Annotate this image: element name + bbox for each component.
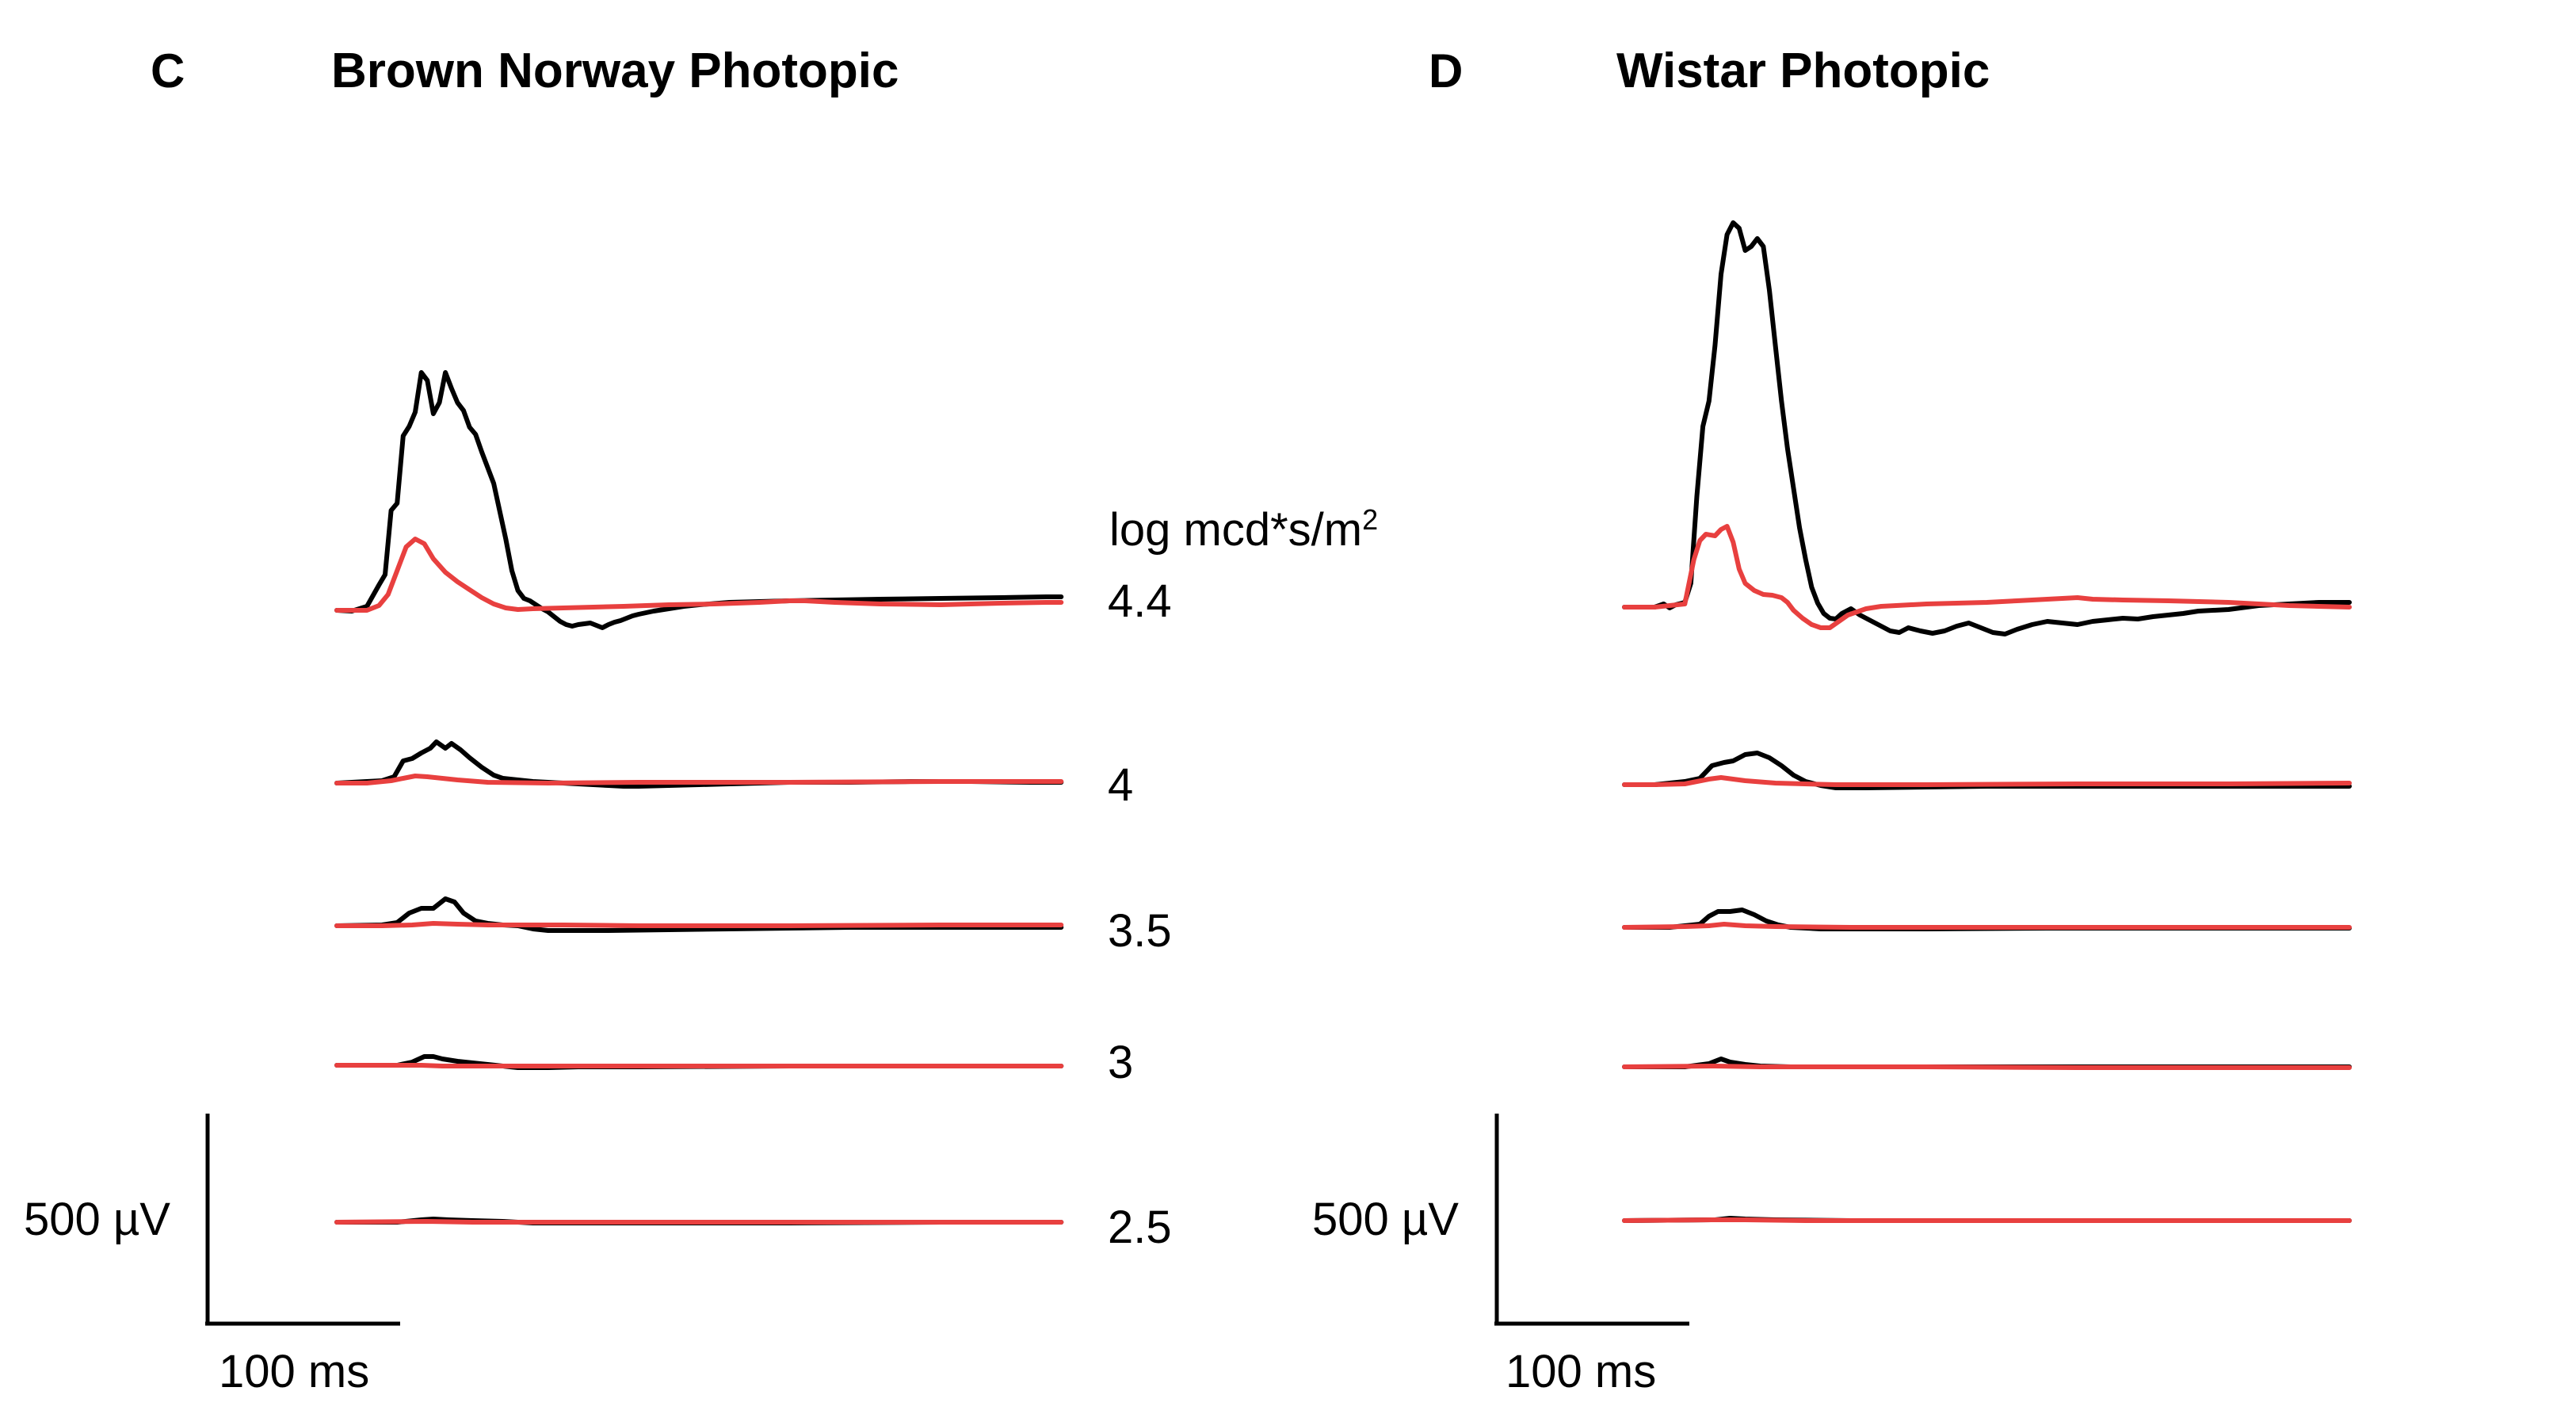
panel-d: D Wistar Photopic 500 µV 100 ms — [1312, 44, 2352, 1397]
trace-black-4-4 — [1622, 220, 2352, 636]
trace-red-3 — [1622, 1064, 2352, 1070]
trace-red-3-5 — [1622, 922, 2352, 930]
intensity-label-3-5: 3.5 — [1108, 905, 1172, 957]
intensity-label-4-4: 4.4 — [1108, 575, 1172, 627]
trace-red-4 — [334, 774, 1064, 785]
trace-black-4-4 — [334, 370, 1064, 630]
time-scale-label: 100 ms — [219, 1346, 369, 1397]
trace-red-3 — [334, 1063, 1064, 1068]
trace-red-4-4 — [334, 537, 1064, 613]
trace-red-4-4 — [1622, 524, 2352, 630]
intensity-unit-text: log mcd*s/m — [1109, 504, 1362, 556]
trace-red-2-5 — [1622, 1217, 2352, 1223]
trace-red-2-5 — [334, 1219, 1064, 1225]
intensity-label-3: 3 — [1108, 1037, 1133, 1088]
intensity-unit-label: log mcd*s/m2 — [1109, 503, 1378, 556]
time-scale-label: 100 ms — [1506, 1346, 1656, 1397]
panel-c: C Brown Norway Photopic log mcd*s/m2 4.4… — [24, 44, 1378, 1397]
panel-c-traces — [334, 370, 1064, 1225]
panel-d-letter: D — [1429, 44, 1463, 97]
intensity-label-2-5: 2.5 — [1108, 1202, 1172, 1253]
panel-d-scale-bar: 500 µV 100 ms — [1312, 1114, 1689, 1397]
trace-red-3-5 — [334, 921, 1064, 928]
intensity-label-4: 4 — [1108, 759, 1133, 811]
panel-c-title: Brown Norway Photopic — [331, 44, 899, 98]
panel-d-traces — [1622, 220, 2352, 1223]
intensity-unit-superscript: 2 — [1362, 503, 1378, 536]
panel-d-title: Wistar Photopic — [1616, 44, 1990, 98]
trace-red-4 — [1622, 775, 2352, 787]
voltage-scale-label: 500 µV — [1312, 1194, 1459, 1245]
panel-c-letter: C — [151, 44, 185, 97]
voltage-scale-label: 500 µV — [24, 1194, 170, 1245]
panel-c-scale-bar: 500 µV 100 ms — [24, 1114, 400, 1397]
